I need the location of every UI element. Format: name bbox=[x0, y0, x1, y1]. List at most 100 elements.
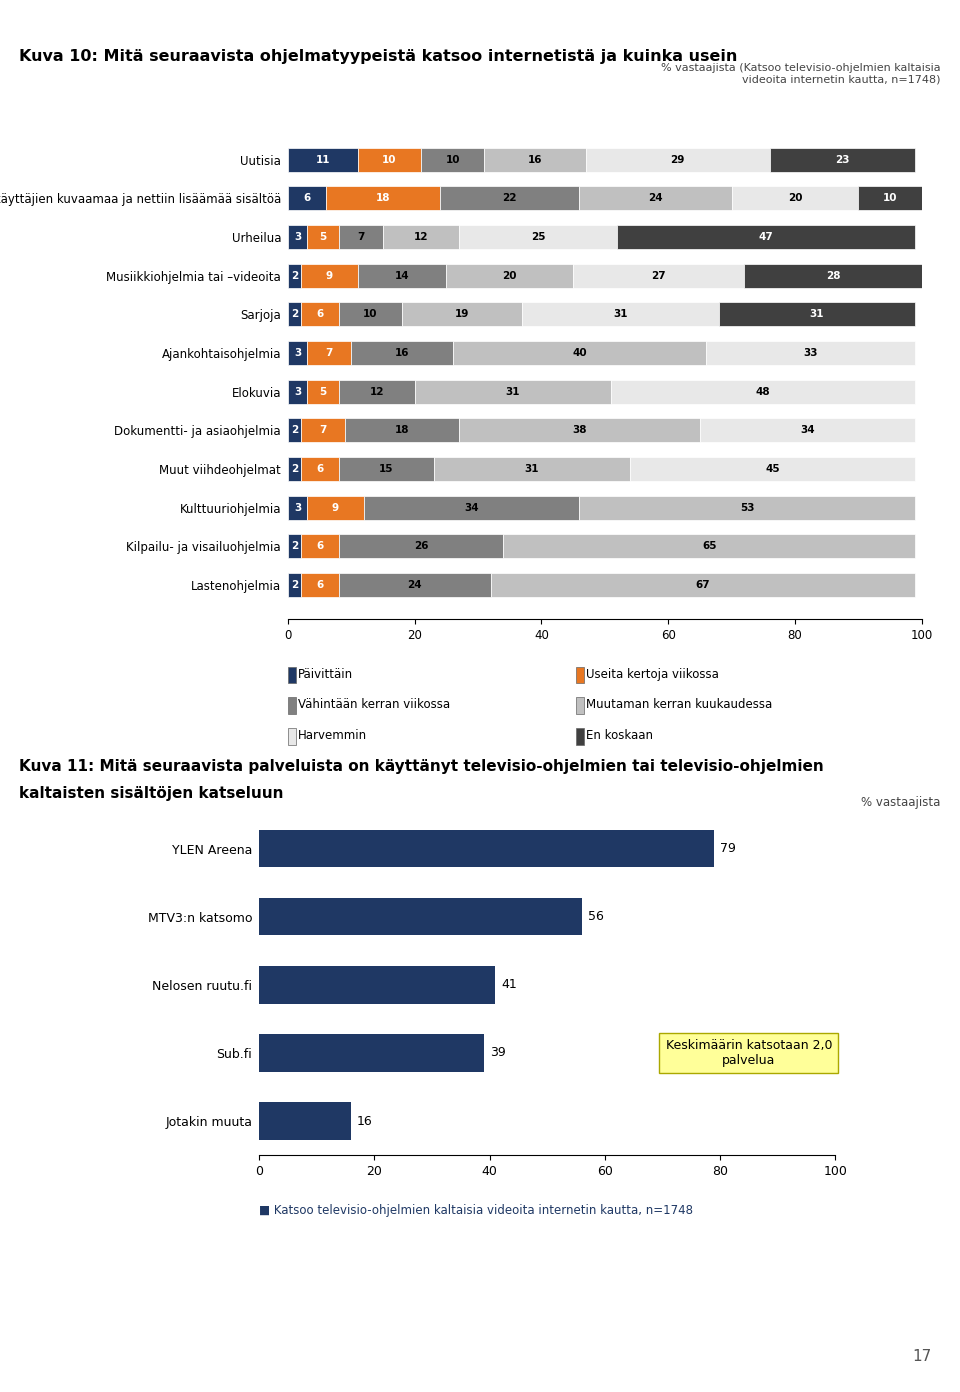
Bar bbox=[415, 380, 612, 404]
Text: 3: 3 bbox=[294, 387, 301, 397]
Bar bbox=[288, 380, 307, 404]
Text: 16: 16 bbox=[357, 1115, 372, 1128]
Bar bbox=[485, 148, 586, 171]
Text: 6: 6 bbox=[303, 193, 311, 203]
Text: Keskimäärin katsotaan 2,0
palvelua: Keskimäärin katsotaan 2,0 palvelua bbox=[665, 1038, 832, 1068]
Bar bbox=[300, 302, 339, 326]
Bar bbox=[339, 302, 402, 326]
Bar bbox=[630, 457, 915, 482]
Text: 79: 79 bbox=[720, 842, 736, 855]
Text: 3: 3 bbox=[294, 232, 301, 242]
Text: 41: 41 bbox=[501, 979, 516, 991]
Bar bbox=[453, 341, 707, 365]
Text: 10: 10 bbox=[882, 193, 898, 203]
Text: kaltaisten sisältöjen katseluun: kaltaisten sisältöjen katseluun bbox=[19, 786, 284, 802]
Text: 31: 31 bbox=[506, 387, 520, 397]
Bar bbox=[259, 966, 495, 1004]
Text: 10: 10 bbox=[363, 309, 377, 319]
Bar bbox=[707, 341, 915, 365]
Text: Vähintään kerran viikossa: Vähintään kerran viikossa bbox=[299, 699, 450, 711]
Text: 9: 9 bbox=[325, 270, 333, 281]
Bar bbox=[580, 496, 915, 519]
Bar bbox=[259, 830, 714, 867]
Bar bbox=[732, 187, 858, 210]
Bar bbox=[351, 341, 453, 365]
Text: 7: 7 bbox=[357, 232, 365, 242]
Text: 25: 25 bbox=[531, 232, 545, 242]
Text: 2: 2 bbox=[291, 464, 298, 475]
Bar bbox=[364, 496, 580, 519]
Bar bbox=[307, 341, 351, 365]
Bar bbox=[491, 574, 915, 597]
Text: 67: 67 bbox=[696, 580, 710, 590]
Bar bbox=[345, 419, 459, 443]
Text: Muutaman kerran kuukaudessa: Muutaman kerran kuukaudessa bbox=[587, 699, 773, 711]
Text: 45: 45 bbox=[765, 464, 780, 475]
Bar bbox=[700, 419, 915, 443]
Bar bbox=[459, 226, 617, 249]
Text: 5: 5 bbox=[320, 387, 326, 397]
Bar bbox=[503, 535, 915, 558]
Text: 12: 12 bbox=[370, 387, 384, 397]
Text: Kuva 11: Mitä seuraavista palveluista on käyttänyt televisio-ohjelmien tai telev: Kuva 11: Mitä seuraavista palveluista on… bbox=[19, 759, 824, 774]
Bar bbox=[300, 419, 345, 443]
Text: 31: 31 bbox=[810, 309, 825, 319]
Text: 65: 65 bbox=[702, 541, 716, 551]
Text: 48: 48 bbox=[756, 387, 771, 397]
Bar bbox=[612, 380, 915, 404]
Bar bbox=[580, 187, 732, 210]
Text: 29: 29 bbox=[670, 155, 684, 164]
Bar bbox=[288, 496, 307, 519]
Bar bbox=[339, 226, 383, 249]
Bar bbox=[446, 263, 573, 288]
Bar bbox=[307, 380, 339, 404]
Bar bbox=[288, 302, 300, 326]
Text: 14: 14 bbox=[395, 270, 409, 281]
Text: Useita kertoja viikossa: Useita kertoja viikossa bbox=[587, 668, 719, 681]
Bar bbox=[288, 148, 358, 171]
Bar bbox=[288, 263, 300, 288]
Text: 17: 17 bbox=[912, 1349, 931, 1364]
Bar bbox=[573, 263, 744, 288]
Bar bbox=[440, 187, 580, 210]
Text: 6: 6 bbox=[316, 309, 324, 319]
Text: 2: 2 bbox=[291, 541, 298, 551]
Bar bbox=[339, 535, 503, 558]
Bar bbox=[586, 148, 770, 171]
Bar bbox=[617, 226, 915, 249]
Text: 10: 10 bbox=[445, 155, 460, 164]
Text: 20: 20 bbox=[502, 270, 517, 281]
Text: 2: 2 bbox=[291, 270, 298, 281]
Bar bbox=[259, 898, 582, 935]
Bar bbox=[339, 380, 415, 404]
Text: 12: 12 bbox=[414, 232, 428, 242]
Text: 38: 38 bbox=[572, 426, 587, 436]
Text: 3: 3 bbox=[294, 503, 301, 512]
Text: 31: 31 bbox=[613, 309, 628, 319]
Text: 3: 3 bbox=[294, 348, 301, 358]
Text: 16: 16 bbox=[395, 348, 409, 358]
Bar bbox=[326, 187, 440, 210]
Text: 15: 15 bbox=[379, 464, 394, 475]
Text: 2: 2 bbox=[291, 426, 298, 436]
Text: ■ Katsoo televisio-ohjelmien kaltaisia videoita internetin kautta, n=1748: ■ Katsoo televisio-ohjelmien kaltaisia v… bbox=[259, 1204, 693, 1217]
Bar bbox=[402, 302, 522, 326]
Text: 33: 33 bbox=[804, 348, 818, 358]
Text: 28: 28 bbox=[826, 270, 840, 281]
Bar bbox=[288, 574, 300, 597]
Bar bbox=[858, 187, 922, 210]
Text: Harvemmin: Harvemmin bbox=[299, 729, 368, 742]
Text: 6: 6 bbox=[316, 580, 324, 590]
Text: 24: 24 bbox=[648, 193, 662, 203]
Text: 20: 20 bbox=[787, 193, 803, 203]
Text: 16: 16 bbox=[528, 155, 542, 164]
Text: 6: 6 bbox=[316, 541, 324, 551]
Bar bbox=[288, 535, 300, 558]
Bar bbox=[288, 457, 300, 482]
Bar bbox=[288, 341, 307, 365]
Text: 47: 47 bbox=[759, 232, 774, 242]
Text: 23: 23 bbox=[835, 155, 850, 164]
Text: 24: 24 bbox=[407, 580, 422, 590]
Text: 39: 39 bbox=[490, 1047, 505, 1059]
Text: En koskaan: En koskaan bbox=[587, 729, 654, 742]
